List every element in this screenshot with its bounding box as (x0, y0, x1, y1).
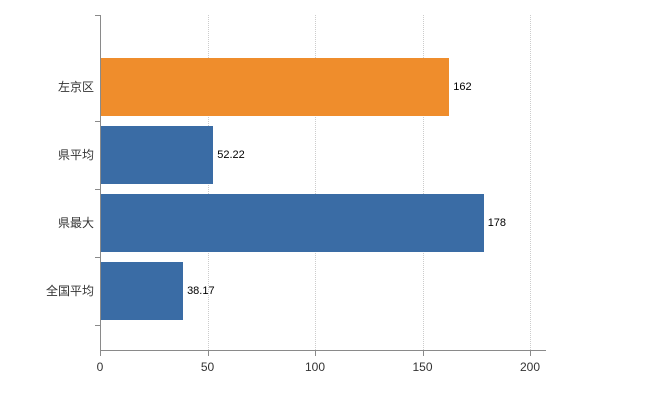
x-tick-label: 50 (200, 360, 215, 374)
x-tick-label: 150 (412, 360, 433, 374)
x-axis-tick (422, 351, 424, 356)
y-axis-tick (95, 325, 100, 326)
x-axis-tick (100, 351, 101, 356)
category-label-3: 全国平均 (45, 284, 94, 298)
category-label-0: 左京区 (57, 80, 94, 94)
value-label-3: 38.17 (187, 285, 215, 297)
x-axis-tick (315, 351, 316, 356)
y-axis-tick (95, 189, 100, 190)
category-label-1: 県平均 (57, 148, 94, 162)
x-axis-line (100, 350, 546, 351)
bar-2 (101, 194, 484, 252)
category-label-2: 県最大 (57, 216, 94, 230)
value-label-2: 178 (487, 217, 507, 229)
y-axis-tick (95, 15, 100, 16)
y-axis-tick (95, 257, 100, 258)
x-tick-label: 100 (304, 360, 326, 374)
x-axis-tick (207, 351, 209, 356)
vertical-gridline (315, 15, 316, 350)
bar-0 (101, 58, 450, 116)
bar-3 (101, 262, 184, 320)
value-label-1: 52.22 (217, 149, 245, 161)
vertical-gridline (530, 15, 531, 350)
x-tick-label: 200 (519, 360, 541, 374)
bar-1 (101, 126, 214, 184)
x-tick-label: 0 (96, 360, 104, 374)
y-axis-tick (95, 121, 100, 122)
x-axis-tick (530, 351, 531, 356)
value-label-0: 162 (453, 81, 472, 93)
y-axis-line (100, 15, 101, 350)
vertical-gridline (422, 15, 424, 350)
